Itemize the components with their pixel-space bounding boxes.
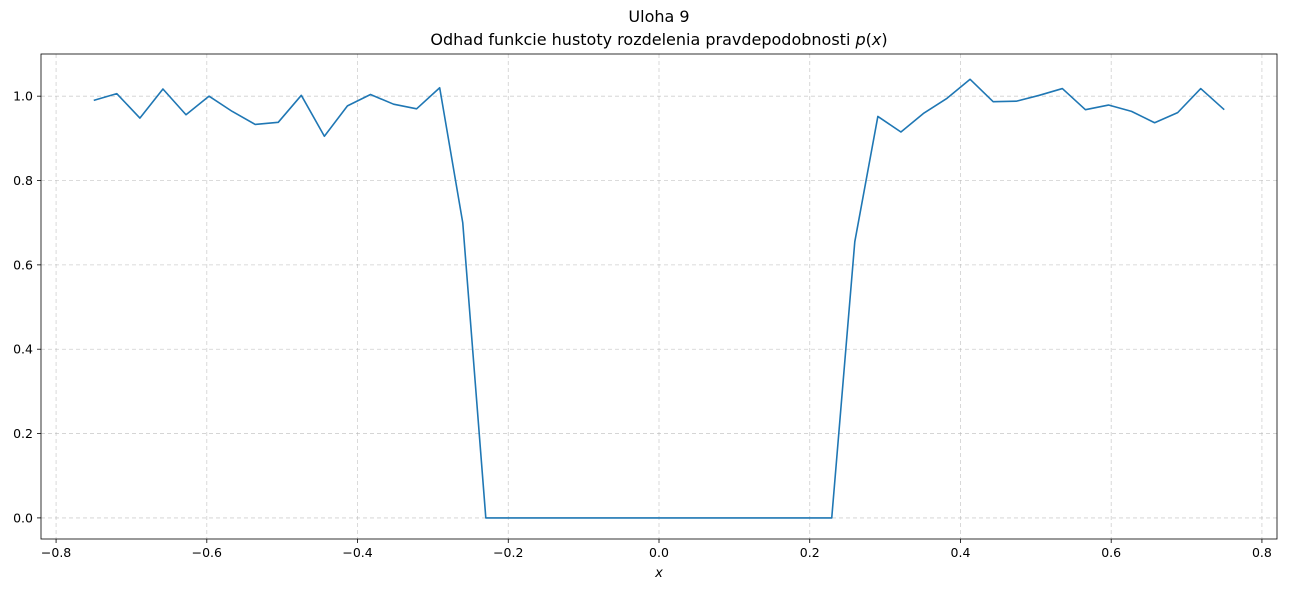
subtitle-open-paren: (	[866, 30, 872, 49]
y-tick-label: 1.0	[13, 89, 33, 104]
x-tick-label: 0.4	[951, 545, 971, 560]
x-axis: −0.8 −0.6 −0.4 −0.2 0.0 0.2 0.4 0.6 0.8	[41, 539, 1272, 560]
subtitle-text: Odhad funkcie hustoty rozdelenia pravdep…	[430, 30, 855, 49]
x-tick-label: 0.2	[800, 545, 820, 560]
y-tick-label: 0.6	[13, 257, 33, 272]
x-tick-label: 0.0	[649, 545, 669, 560]
subtitle-close-paren: )	[881, 30, 887, 49]
y-tick-label: 0.4	[13, 342, 33, 357]
x-tick-label: −0.6	[192, 545, 222, 560]
y-tick-label: 0.8	[13, 173, 33, 188]
y-tick-label: 0.2	[13, 426, 33, 441]
x-axis-label: x	[654, 566, 663, 581]
chart-subtitle: Odhad funkcie hustoty rozdelenia pravdep…	[430, 30, 887, 49]
subtitle-argument: x	[871, 30, 882, 49]
x-tick-label: 0.6	[1101, 545, 1121, 560]
y-tick-label: 0.0	[13, 510, 33, 525]
x-tick-label: 0.8	[1252, 545, 1272, 560]
chart-title: Uloha 9	[628, 7, 689, 26]
density-series-line	[93, 78, 1225, 519]
x-tick-label: −0.2	[493, 545, 523, 560]
y-axis: 0.0 0.2 0.4 0.6 0.8 1.0	[13, 89, 41, 525]
x-tick-label: −0.8	[41, 545, 71, 560]
x-tick-label: −0.4	[342, 545, 372, 560]
subtitle-function: p	[854, 30, 865, 49]
series-layer	[93, 78, 1225, 519]
grid-lines	[41, 54, 1277, 539]
